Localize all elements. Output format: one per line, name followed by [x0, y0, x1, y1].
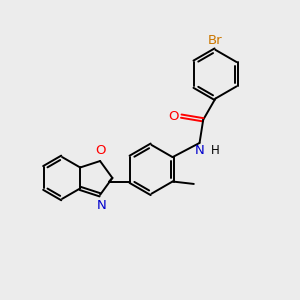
Text: H: H	[211, 144, 220, 158]
Text: O: O	[168, 110, 178, 123]
Text: Br: Br	[208, 34, 223, 47]
Text: N: N	[195, 144, 204, 158]
Text: O: O	[95, 144, 105, 157]
Text: N: N	[97, 199, 106, 212]
